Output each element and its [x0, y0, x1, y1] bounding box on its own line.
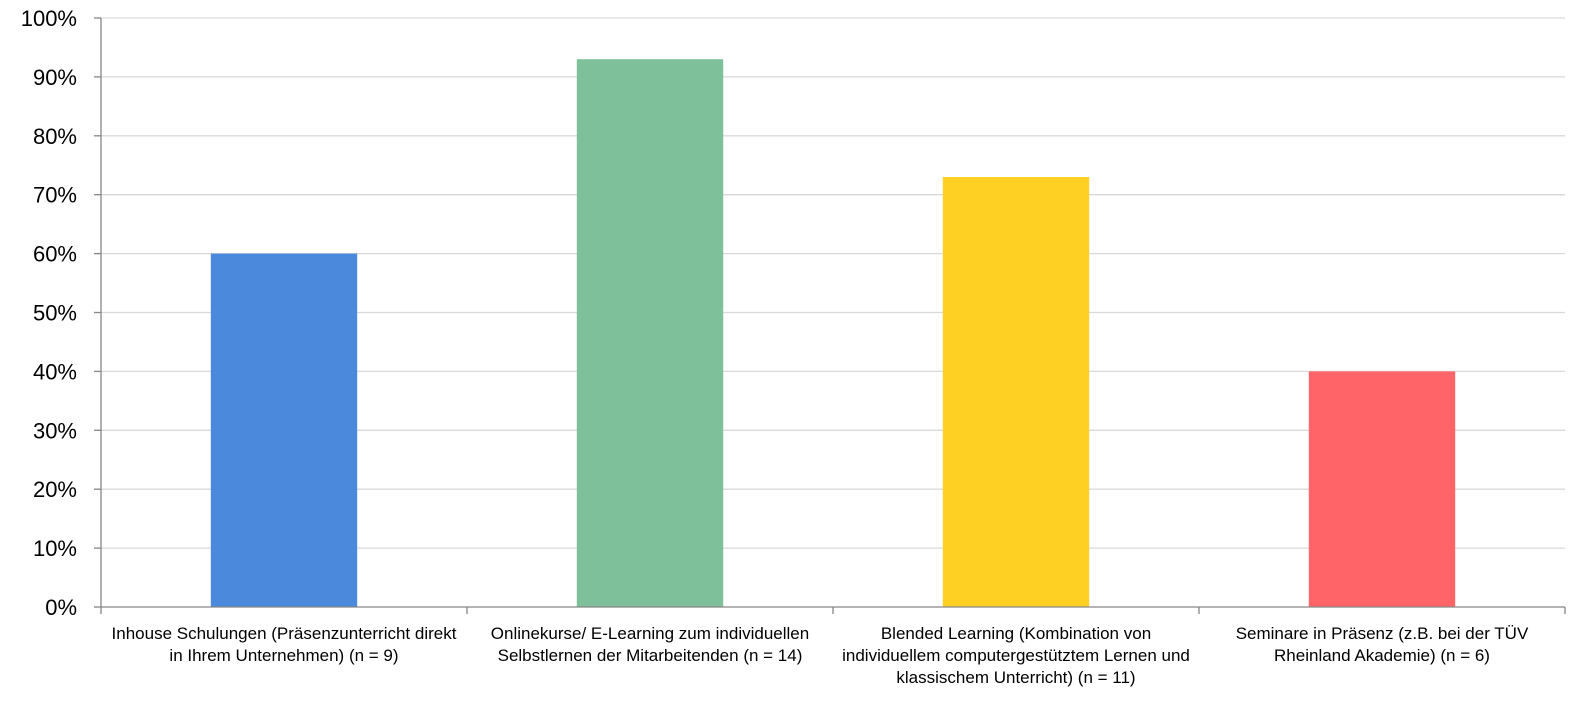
y-tick-label: 70%	[33, 183, 77, 208]
y-tick-label: 30%	[33, 418, 77, 443]
y-tick-label: 60%	[33, 242, 77, 267]
axes	[94, 17, 1566, 614]
x-category-label: Onlinekurse/ E-Learning zum individuelle…	[490, 624, 810, 665]
bar-2	[576, 59, 724, 608]
y-tick-label: 40%	[33, 359, 77, 384]
bar-3	[942, 177, 1090, 607]
y-tick-label: 100%	[21, 6, 77, 31]
y-tick-label: 20%	[33, 477, 77, 502]
y-tick-label: 10%	[33, 536, 77, 561]
y-tick-label: 90%	[33, 65, 77, 90]
x-category-label: Blended Learning (Kombination von indivi…	[842, 624, 1190, 687]
y-tick-label: 0%	[45, 595, 77, 620]
x-category-label: Inhouse Schulungen (Präsenzunterricht di…	[111, 624, 457, 665]
x-category-label: Seminare in Präsenz (z.B. bei der TÜV Rh…	[1235, 624, 1529, 665]
y-tick-label: 50%	[33, 301, 77, 326]
bars	[210, 59, 1456, 608]
y-tick-label: 80%	[33, 124, 77, 149]
bar-1	[210, 253, 358, 607]
bar-4	[1308, 371, 1456, 607]
y-axis-ticks: 0% 10% 20% 30% 40% 50% 60% 70% 80% 90% 100%	[21, 6, 77, 620]
